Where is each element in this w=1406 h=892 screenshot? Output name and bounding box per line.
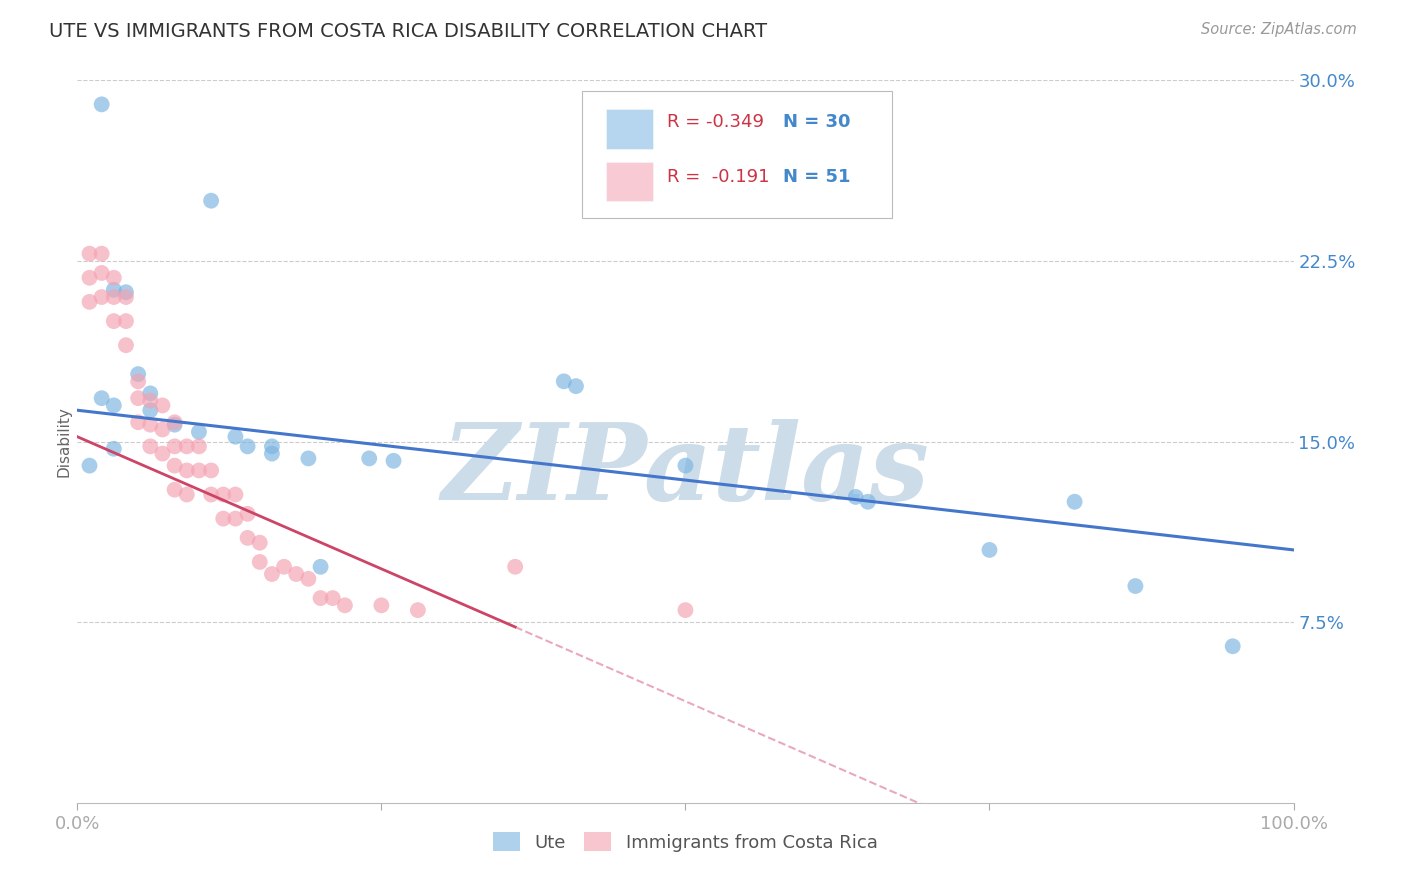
Point bbox=[176, 439, 198, 453]
Point bbox=[309, 559, 332, 574]
Point bbox=[236, 439, 259, 453]
Point bbox=[127, 367, 149, 381]
Point bbox=[127, 374, 149, 388]
Point bbox=[79, 246, 101, 260]
Point bbox=[297, 572, 319, 586]
Point bbox=[103, 283, 125, 297]
Point bbox=[333, 599, 356, 613]
Point bbox=[285, 567, 308, 582]
Point bbox=[103, 314, 125, 328]
Point bbox=[115, 314, 138, 328]
FancyBboxPatch shape bbox=[582, 91, 893, 218]
Point bbox=[115, 290, 138, 304]
Point bbox=[115, 285, 138, 300]
Point bbox=[249, 555, 271, 569]
Point bbox=[675, 458, 697, 473]
Point bbox=[273, 559, 295, 574]
Point bbox=[103, 442, 125, 456]
Point bbox=[103, 398, 125, 412]
Point bbox=[176, 487, 198, 501]
Point bbox=[152, 446, 174, 460]
Point bbox=[163, 415, 186, 429]
Point bbox=[322, 591, 344, 605]
Point bbox=[236, 507, 259, 521]
Point bbox=[224, 511, 246, 525]
Point bbox=[224, 487, 246, 501]
Point bbox=[176, 463, 198, 477]
Point bbox=[79, 294, 101, 309]
Point bbox=[163, 483, 186, 497]
FancyBboxPatch shape bbox=[606, 161, 652, 202]
Point bbox=[236, 531, 259, 545]
Point bbox=[359, 451, 381, 466]
FancyBboxPatch shape bbox=[606, 109, 652, 149]
Point bbox=[79, 458, 101, 473]
Point bbox=[249, 535, 271, 549]
Point bbox=[297, 451, 319, 466]
Text: UTE VS IMMIGRANTS FROM COSTA RICA DISABILITY CORRELATION CHART: UTE VS IMMIGRANTS FROM COSTA RICA DISABI… bbox=[49, 22, 768, 41]
Point bbox=[103, 290, 125, 304]
Text: Source: ZipAtlas.com: Source: ZipAtlas.com bbox=[1201, 22, 1357, 37]
Point bbox=[260, 446, 283, 460]
Point bbox=[90, 97, 112, 112]
Point bbox=[200, 487, 222, 501]
Text: N = 51: N = 51 bbox=[783, 168, 851, 186]
Point bbox=[139, 386, 162, 401]
Point bbox=[139, 439, 162, 453]
Point bbox=[1125, 579, 1147, 593]
Point bbox=[845, 490, 868, 504]
Point bbox=[152, 398, 174, 412]
Point bbox=[90, 246, 112, 260]
Text: N = 30: N = 30 bbox=[783, 113, 851, 131]
Text: ZIPatlas: ZIPatlas bbox=[441, 418, 929, 522]
Point bbox=[1222, 639, 1244, 653]
Point bbox=[188, 439, 211, 453]
Point bbox=[90, 391, 112, 405]
Point bbox=[188, 463, 211, 477]
Point bbox=[139, 403, 162, 417]
Point bbox=[406, 603, 429, 617]
Point bbox=[79, 270, 101, 285]
Legend: Ute, Immigrants from Costa Rica: Ute, Immigrants from Costa Rica bbox=[486, 825, 884, 859]
Point bbox=[200, 194, 222, 208]
Point bbox=[382, 454, 405, 468]
Point bbox=[139, 417, 162, 432]
Point bbox=[90, 290, 112, 304]
Point bbox=[260, 567, 283, 582]
Point bbox=[309, 591, 332, 605]
Point bbox=[163, 439, 186, 453]
Point bbox=[212, 511, 235, 525]
Y-axis label: Disability: Disability bbox=[56, 406, 72, 477]
Point bbox=[212, 487, 235, 501]
Point bbox=[503, 559, 526, 574]
Point bbox=[127, 391, 149, 405]
Point bbox=[139, 393, 162, 408]
Point bbox=[979, 542, 1001, 557]
Point bbox=[90, 266, 112, 280]
Point bbox=[163, 417, 186, 432]
Point bbox=[188, 425, 211, 439]
Text: R = -0.349: R = -0.349 bbox=[668, 113, 765, 131]
Point bbox=[553, 374, 575, 388]
Point bbox=[200, 463, 222, 477]
Point bbox=[127, 415, 149, 429]
Point bbox=[224, 430, 246, 444]
Point bbox=[152, 422, 174, 436]
Point bbox=[115, 338, 138, 352]
Point bbox=[103, 270, 125, 285]
Point bbox=[370, 599, 392, 613]
Point bbox=[163, 458, 186, 473]
Point bbox=[260, 439, 283, 453]
Point bbox=[856, 494, 879, 508]
Point bbox=[1063, 494, 1085, 508]
Point bbox=[565, 379, 588, 393]
Point bbox=[675, 603, 697, 617]
Text: R =  -0.191: R = -0.191 bbox=[668, 168, 769, 186]
